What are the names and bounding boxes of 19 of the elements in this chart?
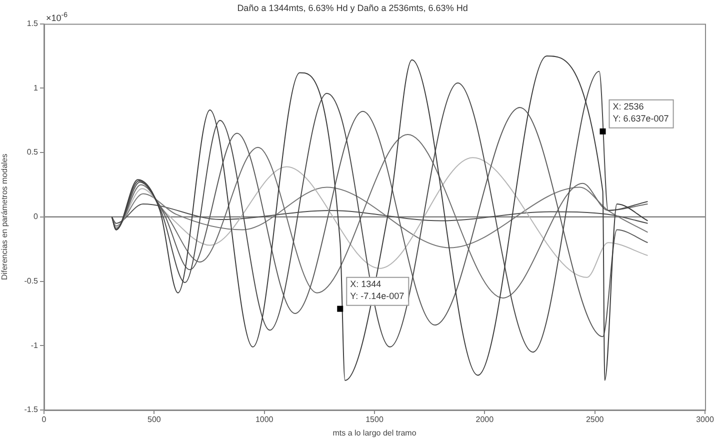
x-tick-label: 1500 — [366, 415, 384, 424]
x-tick-label: 1000 — [255, 415, 274, 424]
y-axis-title: Diferencias en parámetros modales — [0, 154, 10, 280]
y-tick-label: 0.5 — [26, 148, 39, 157]
y-tick-label: -0.5 — [24, 276, 39, 286]
annotation: X: 2536 Y: 6.637e-007 — [612, 101, 669, 124]
annotation: X: 1344 Y: -7.14e-007 — [350, 278, 404, 301]
x-tick-label: 2000 — [476, 415, 494, 424]
x-tick-label: 3000 — [696, 415, 714, 424]
y-tick-label: -1 — [30, 340, 39, 350]
chart-title: Daño a 1344mts, 6.63% Hd y Daño a 2536mts, 6.63% Hd — [237, 2, 468, 13]
x-tick-label: 500 — [147, 415, 162, 424]
y-tick-label: 1 — [34, 83, 39, 92]
x-axis-title: mts a lo largo del tramo — [332, 428, 417, 438]
x-tick-label: 2500 — [586, 415, 604, 424]
y-tick-label: 0 — [34, 212, 39, 222]
y-tick-label: -1.5 — [24, 405, 39, 414]
y-tick-label: 1.5 — [26, 19, 39, 28]
x-tick-label: 0 — [42, 415, 47, 424]
